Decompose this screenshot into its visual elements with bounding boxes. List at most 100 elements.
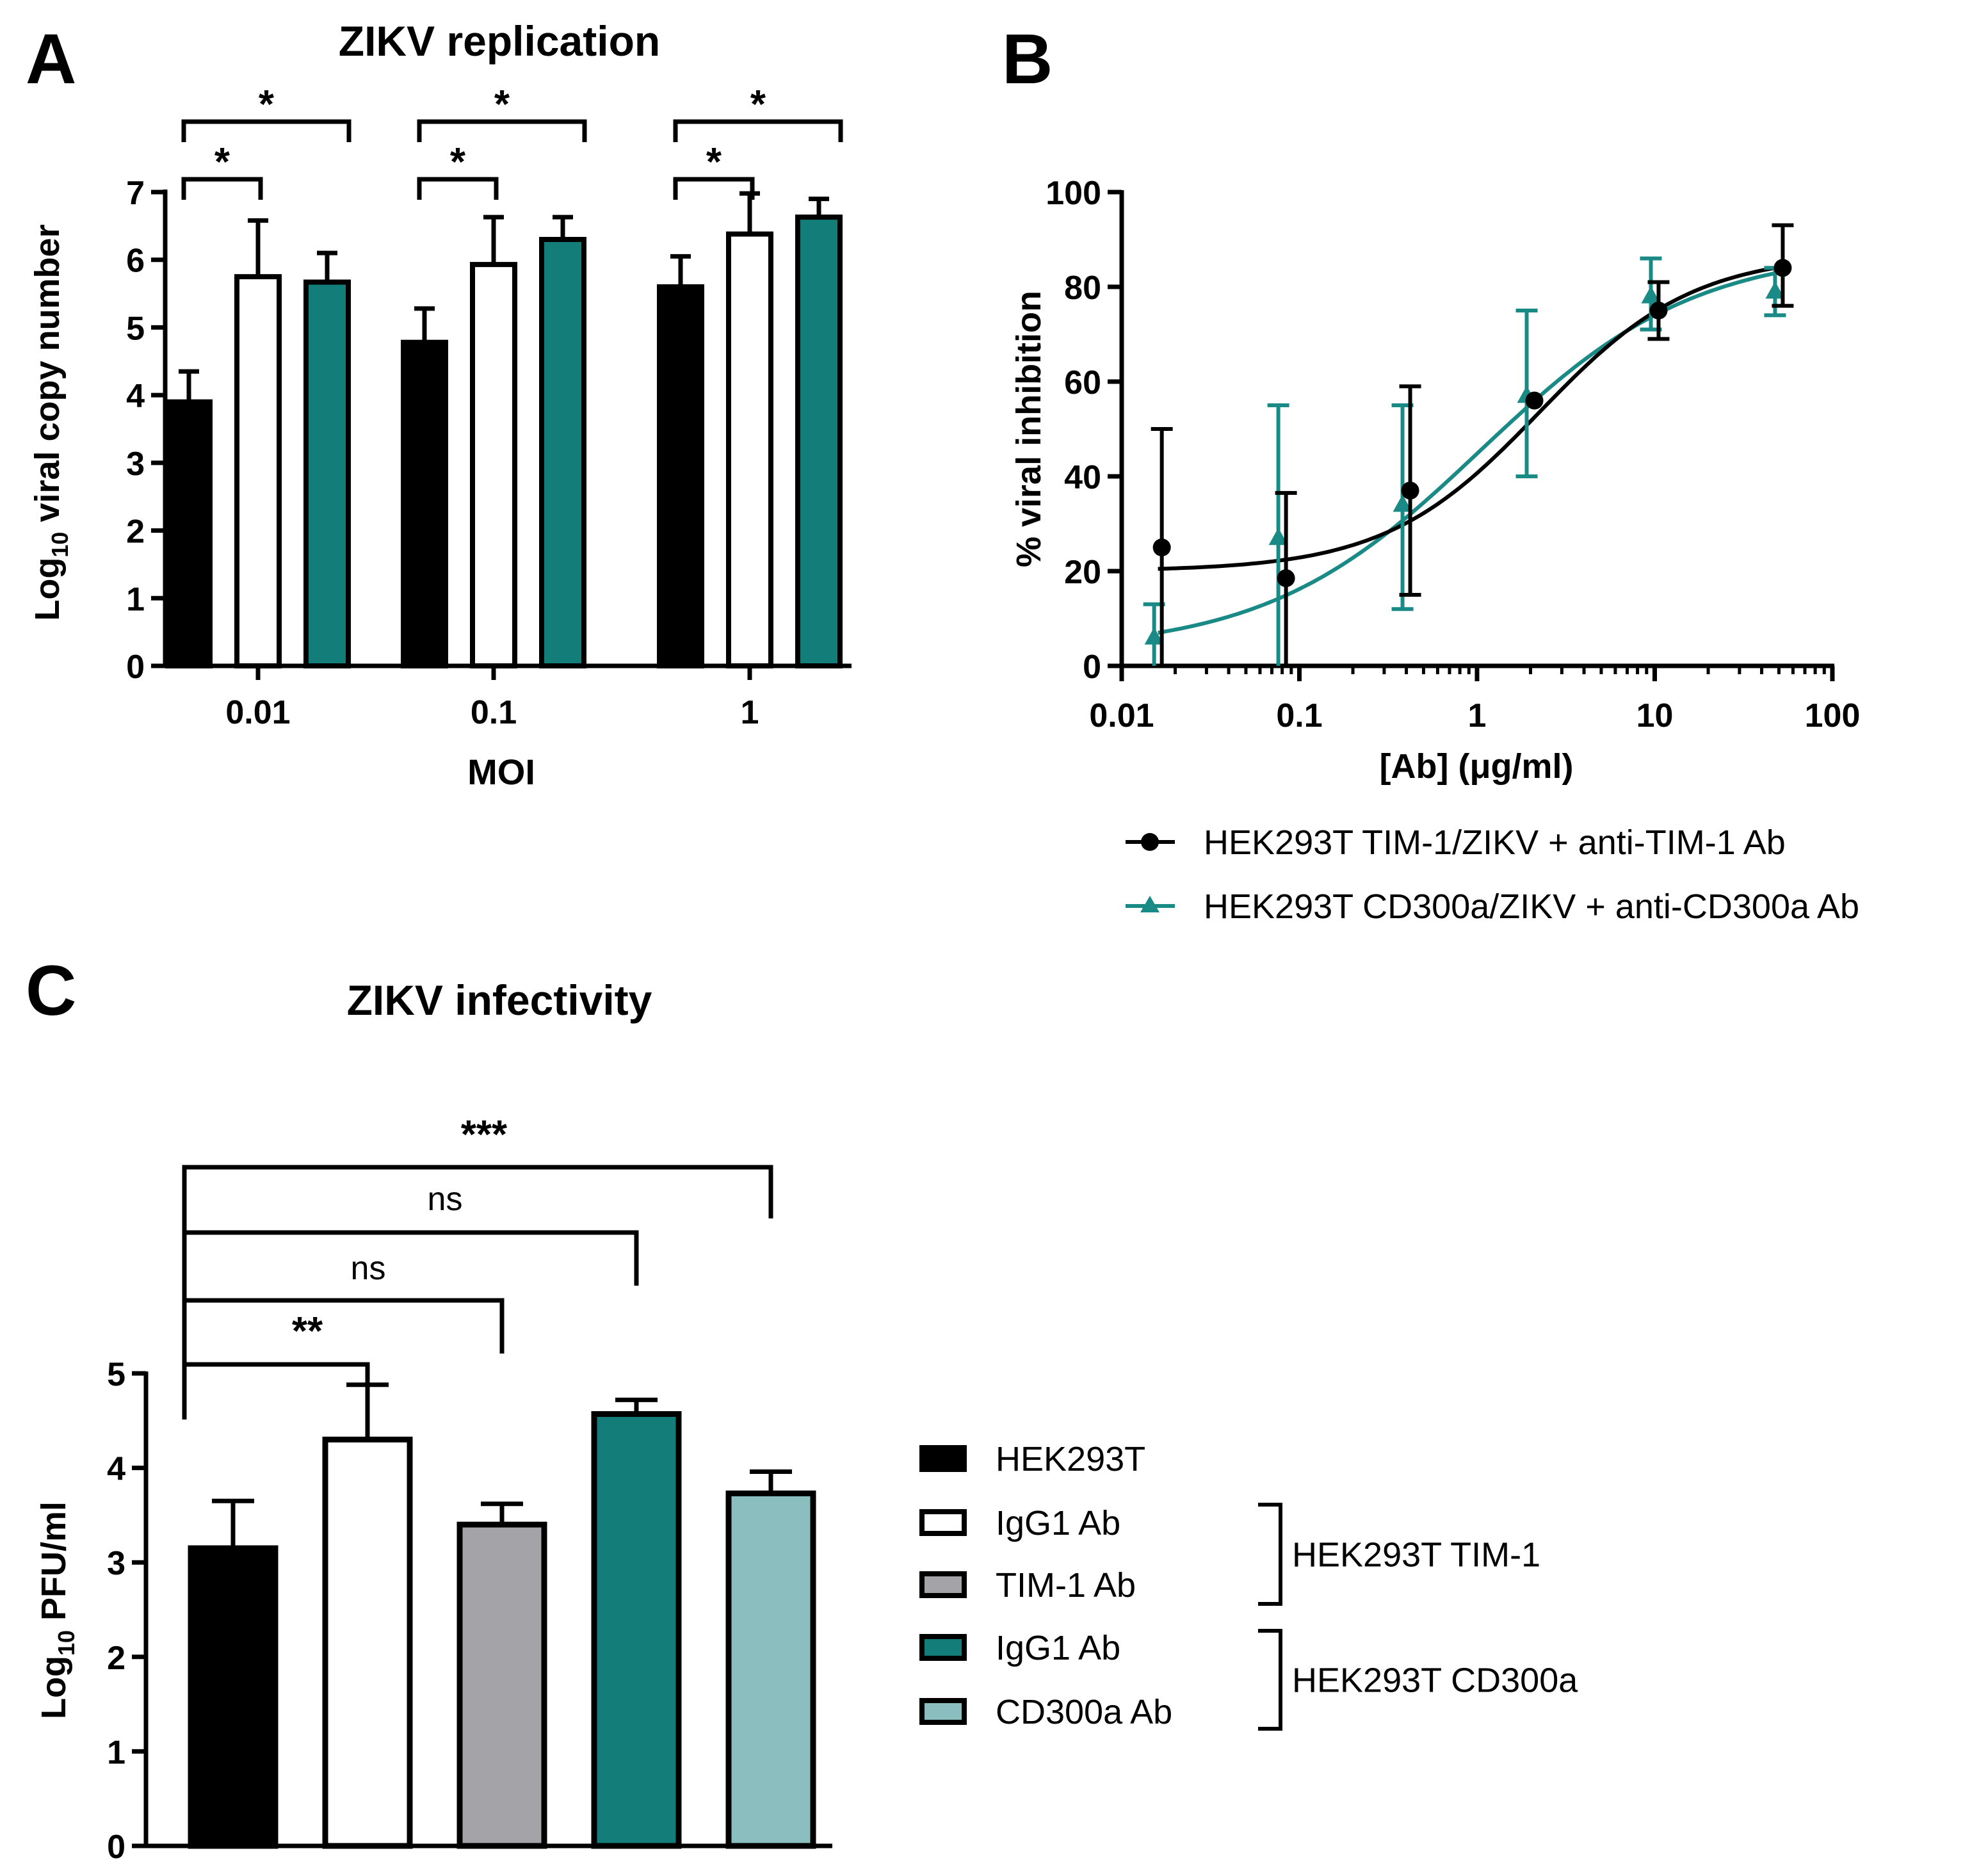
chart-c-y-tick-label: 1 [107,1734,125,1771]
chart-c-significance-bracket [182,1362,370,1419]
chart-c-y-tick-label: 2 [107,1640,125,1677]
chart-c-legend-swatch [919,1445,967,1472]
chart-b-fit-curve [1158,270,1780,635]
chart-c-significance-label: *** [461,1113,508,1157]
chart-c-legend-swatch [919,1698,967,1725]
chart-a-significance-bracket [417,177,499,200]
chart-c-significance-label: ns [351,1250,386,1287]
chart-a-bar [539,237,586,668]
chart-b-point-triangle [1268,528,1288,546]
chart-b-x-tick-label: 100 [1805,697,1861,734]
chart-a-y-tick-label: 4 [126,378,145,415]
chart-b-x-tick-label: 10 [1636,697,1674,734]
chart-b-y-tick-label: 60 [1064,364,1101,401]
chart-c-legend-label: HEK293T [996,1440,1145,1478]
chart-c-y-tick-label: 3 [107,1545,125,1582]
chart-c-ylabel-log: Log [35,1656,73,1719]
chart-a-y-tick-label: 0 [126,649,145,686]
chart-b-ylabel: % viral inhibition [1010,291,1048,567]
chart-b-point-triangle [1144,627,1164,645]
chart-c-y-tick-label: 0 [107,1829,125,1866]
chart-b-legend-label: HEK293T CD300a/ZIKV + anti-CD300a Ab [1204,887,1859,926]
chart-a-significance-label: * [706,140,722,184]
chart-a-significance-bracket [673,119,843,142]
chart-a-bar [657,284,704,668]
chart-c-significance-label: ** [292,1309,323,1354]
chart-b-point-triangle [1641,286,1661,303]
panel-letter-b: B [1002,20,1053,99]
chart-b-point-circle [1152,538,1171,556]
chart-b-legend-marker [1141,833,1159,851]
chart-b-y-tick-label: 80 [1064,270,1101,307]
chart-a-y-tick-label: 1 [126,581,145,618]
chart-c-bar [725,1490,816,1849]
chart-c-ylabel: Log10 PFU/ml [35,1501,79,1719]
chart-a-significance-bracket [673,177,755,200]
chart-a-bar [795,214,843,669]
chart-b-x-tick-label: 0.1 [1276,697,1322,734]
chart-a-title: ZIKV replication [339,17,660,65]
chart-b-legend-marker [1140,896,1159,912]
chart-b-y-tick-label: 0 [1083,649,1101,686]
chart-a-ylabel: Log10 viral copy number [28,224,73,620]
chart-b-xlabel: [Ab] (μg/ml) [1380,747,1574,786]
chart-a-ylabel-log: Log [28,558,67,621]
chart-a-y-tick-label: 3 [126,446,145,483]
chart-a-significance-label: * [750,83,766,127]
chart-a-y-tick-label: 6 [126,243,145,280]
chart-b-legend-label: HEK293T TIM-1/ZIKV + anti-TIM-1 Ab [1204,823,1786,862]
chart-c-bar [188,1545,279,1849]
chart-c-legend-label: TIM-1 Ab [996,1566,1136,1605]
chart-a-significance-label: * [450,140,466,184]
chart-c-significance-bracket [182,1298,505,1419]
chart-b-y-tick-label: 100 [1046,175,1101,212]
chart-c-bar [456,1521,547,1849]
chart-c: 0 1 2 3 4 5 ** ns ns *** HEK293T IgG1 Ab TIM-1 Ab IgG… [107,1113,1578,1866]
chart-c-legend-label: IgG1 Ab [996,1504,1120,1542]
chart-a: 0 1 2 3 4 5 6 7 0.01 0.1 1 * * * * * * [126,83,852,731]
chart-b-point-triangle [1393,494,1412,512]
chart-a-x-tick-label: 0.1 [471,694,517,731]
chart-c-legend-group-label: HEK293T TIM-1 [1292,1536,1540,1574]
chart-a-significance-bracket [181,177,263,200]
chart-a-significance-label: * [214,140,230,184]
chart-c-legend-label: CD300a Ab [996,1693,1172,1731]
chart-b-point-circle [1649,302,1668,319]
panel-letter-a: A [26,20,76,99]
chart-a-bar [234,274,282,668]
chart-b-x-tick-label: 1 [1468,697,1487,734]
chart-c-legend-group-label: HEK293T CD300a [1292,1662,1578,1700]
chart-a-bar [165,399,213,668]
chart-b-point-circle [1773,259,1792,277]
chart-c-legend-label: IgG1 Ab [996,1629,1120,1667]
chart-c-ylabel-sub: 10 [53,1630,79,1656]
chart-a-y-tick-label: 2 [126,513,145,551]
chart-c-significance-label: ns [428,1181,463,1218]
chart-c-bar [322,1436,413,1849]
chart-c-legend-group-bracket [1258,1503,1282,1606]
chart-a-significance-bracket [181,119,351,142]
chart-a-x-tick-label: 0.01 [225,694,290,731]
chart-c-legend-swatch [919,1571,967,1598]
chart-c-legend-swatch [919,1634,967,1661]
chart-b: 0 20 40 60 80 100 0.01 0.1 1 10 100 HEK293T TIM-1/Z… [1046,175,1860,926]
chart-c-legend-swatch [919,1509,967,1536]
chart-a-significance-bracket [417,119,587,142]
chart-b-point-triangle [1765,281,1785,299]
chart-c-y-tick-label: 4 [107,1451,125,1488]
chart-a-bar [401,339,448,669]
chart-b-y-tick-label: 20 [1064,554,1101,591]
chart-a-y-tick-label: 5 [126,310,145,347]
chart-c-legend-group-bracket [1258,1629,1282,1731]
chart-a-bar [726,231,773,668]
chart-c-significance-bracket [182,1230,639,1419]
chart-a-significance-label: * [259,83,275,127]
chart-b-point-circle [1277,569,1295,588]
chart-a-xlabel: MOI [467,752,535,792]
chart-b-fit-curve [1158,265,1780,571]
chart-b-point-circle [1525,391,1544,410]
chart-c-title: ZIKV infectivity [347,976,652,1024]
chart-a-ylabel-rest: viral copy number [28,224,67,531]
chart-a-bar [470,262,517,669]
